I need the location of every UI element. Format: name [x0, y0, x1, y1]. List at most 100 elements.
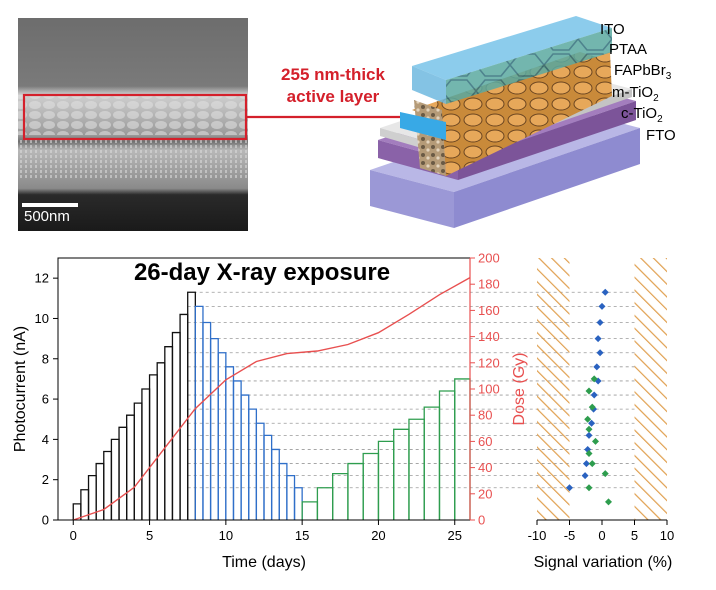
- signal-x-axis-label: Signal variation (%): [534, 554, 673, 571]
- scale-bar: [22, 203, 78, 207]
- x-tick-label: 15: [295, 528, 309, 543]
- y-tick-label: 8: [42, 351, 49, 366]
- dose-axis-ticks: 0 20 40 60 80 100 120 140 160 180 200: [470, 251, 500, 528]
- photocurrent-step: [232, 380, 242, 520]
- sem-micrograph: 500nm 255 nm-thick active layer: [18, 18, 408, 231]
- photocurrent-step: [454, 378, 471, 520]
- variation-diamond: [605, 498, 612, 506]
- y-tick-label: 6: [42, 392, 49, 407]
- variation-diamond: [601, 470, 609, 478]
- photocurrent-step: [393, 428, 410, 520]
- dose-curve: [73, 276, 471, 521]
- photocurrent-step: [316, 487, 334, 520]
- y-tick-label: 0: [42, 513, 49, 528]
- variation-diamond: [598, 302, 606, 310]
- photocurrent-step: [209, 337, 219, 520]
- variation-diamond: [585, 449, 593, 457]
- y-tick-label: 12: [35, 271, 49, 286]
- dose-tick-label: 100: [478, 382, 500, 397]
- photocurrent-step: [171, 331, 181, 520]
- variation-diamond: [585, 425, 593, 433]
- x-tick-label: 10: [219, 528, 233, 543]
- layer-label-ptaa: PTAA: [609, 41, 647, 58]
- photocurrent-step: [278, 462, 288, 520]
- photocurrent-steps: [72, 291, 471, 520]
- photocurrent-step: [240, 394, 250, 520]
- tolerance-hatch-region: [634, 258, 667, 520]
- signal-tick-label: -10: [528, 528, 547, 543]
- photocurrent-step: [347, 462, 364, 520]
- y-tick-label: 2: [42, 472, 49, 487]
- photocurrent-step: [270, 448, 280, 520]
- variation-diamond: [581, 472, 589, 480]
- photocurrent-step: [110, 438, 120, 520]
- signal-tick-label: -5: [564, 528, 576, 543]
- variation-diamond: [596, 349, 604, 357]
- layer-label-ito: ITO: [600, 21, 625, 38]
- layer-label-c-tio2: c-TiO2: [621, 105, 663, 125]
- photocurrent-step: [156, 362, 166, 520]
- dose-tick-label: 80: [478, 408, 492, 423]
- photocurrent-step: [118, 426, 128, 520]
- scale-bar-label: 500nm: [24, 208, 70, 225]
- variation-diamond: [588, 460, 596, 468]
- dose-tick-label: 200: [478, 251, 500, 266]
- dose-tick-label: 180: [478, 277, 500, 292]
- photocurrent-step: [377, 440, 395, 520]
- photocurrent-step: [408, 418, 425, 520]
- tolerance-hatch-region: [537, 258, 570, 520]
- hatched-regions: [537, 258, 667, 520]
- callout-line-1: 255 nm-thick: [281, 65, 385, 84]
- dose-curve-line: [73, 276, 471, 521]
- dose-axis-label: Dose (Gy): [511, 353, 528, 426]
- signal-variation-chart: -10 -5 0 5 10 Signal variation (%): [528, 258, 674, 571]
- variation-diamond: [582, 460, 590, 468]
- photocurrent-step: [141, 388, 151, 520]
- signal-x-ticks: -10 -5 0 5 10: [528, 520, 674, 543]
- y-tick-label: 10: [35, 311, 49, 326]
- callout-line-2: active layer: [287, 87, 380, 106]
- photocurrent-step: [263, 434, 273, 520]
- dose-tick-label: 20: [478, 486, 492, 501]
- x-axis-ticks: 0 5 10 15 20 25: [70, 520, 462, 543]
- photocurrent-step: [164, 346, 174, 520]
- variation-points: [566, 288, 612, 506]
- x-axis-label: Time (days): [222, 554, 306, 571]
- signal-tick-label: 10: [660, 528, 674, 543]
- variation-diamond: [588, 403, 596, 411]
- dose-tick-label: 160: [478, 303, 500, 318]
- variation-diamond: [594, 335, 602, 343]
- photocurrent-step: [332, 472, 349, 520]
- photocurrent-step: [187, 291, 196, 520]
- photocurrent-step: [293, 487, 303, 520]
- layer-label-fto: FTO: [646, 127, 676, 144]
- variation-diamond: [596, 318, 604, 326]
- photocurrent-step: [301, 501, 319, 520]
- variation-diamond: [590, 391, 598, 399]
- variation-diamond: [585, 431, 593, 439]
- photocurrent-step: [255, 422, 265, 520]
- chart-title: 26-day X-ray exposure: [134, 259, 390, 286]
- y-axis-label: Photocurrent (nA): [12, 326, 29, 452]
- layer-label-fapbbr3: FAPbBr3: [614, 62, 672, 82]
- photocurrent-step: [438, 390, 456, 520]
- variation-diamond: [592, 437, 599, 445]
- x-tick-label: 0: [70, 528, 77, 543]
- x-tick-label: 20: [371, 528, 385, 543]
- photocurrent-step: [103, 450, 113, 520]
- layer-label-m-tio2: m-TiO2: [612, 84, 659, 104]
- variation-diamond: [585, 387, 593, 395]
- variation-diamond: [588, 419, 596, 427]
- photocurrent-step: [202, 321, 212, 520]
- x-tick-label: 5: [146, 528, 153, 543]
- photocurrent-step: [133, 402, 143, 520]
- dose-tick-label: 60: [478, 434, 492, 449]
- x-tick-label: 25: [448, 528, 462, 543]
- device-stack-illustration: ITO PTAA FAPbBr3 m-TiO2 c-TiO2 FTO: [370, 16, 676, 228]
- variation-diamond: [584, 415, 592, 423]
- y-axis-ticks: 0 2 4 6 8 10 12: [35, 271, 58, 528]
- photocurrent-step: [217, 352, 227, 520]
- photocurrent-step: [248, 408, 258, 520]
- photocurrent-step: [148, 374, 158, 520]
